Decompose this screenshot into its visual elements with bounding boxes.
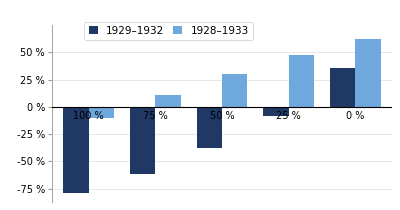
Bar [355,39,381,107]
Text: 100 %: 100 % [73,111,104,121]
Bar [197,107,222,148]
Text: 0 %: 0 % [346,111,364,121]
Bar [155,95,181,107]
Legend: 1929–1932, 1928–1933: 1929–1932, 1928–1933 [84,22,253,40]
Text: 25 %: 25 % [276,111,301,121]
Bar [222,74,247,107]
Bar [63,107,89,193]
Bar [130,107,155,174]
Bar [89,107,114,118]
Text: 50 %: 50 % [210,111,234,121]
Bar [263,107,289,116]
Text: 75 %: 75 % [143,111,168,121]
Bar [330,68,355,107]
Bar [289,55,314,107]
